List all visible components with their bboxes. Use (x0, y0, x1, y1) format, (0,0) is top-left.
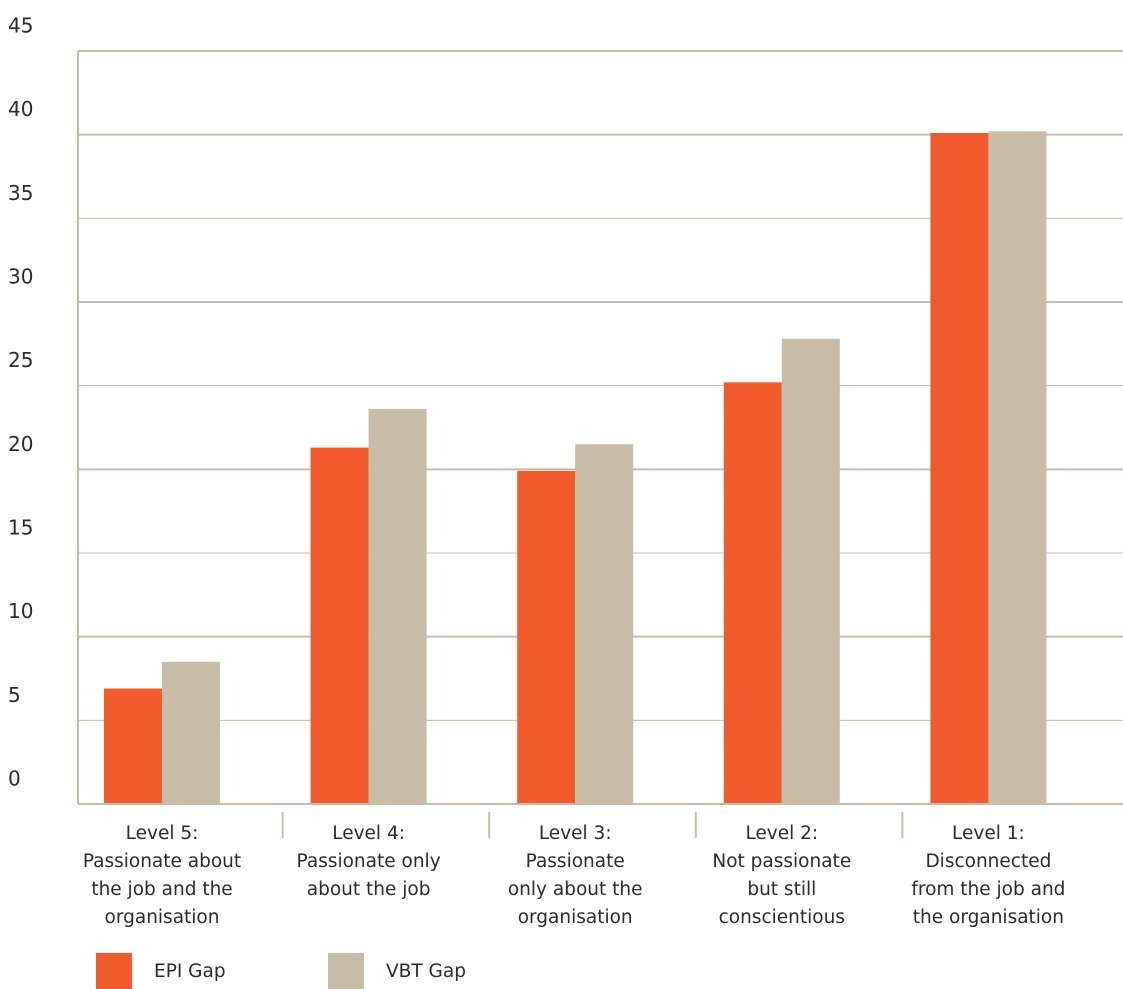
category-label-line: the organisation (912, 907, 1064, 928)
category-label-line: about the job (306, 879, 431, 900)
bar-epi-gap-cat-2 (310, 447, 369, 804)
category-label-2: Level 4: Passionate only about the job (269, 820, 469, 904)
y-tick-label-25: 25 (8, 348, 33, 372)
y-tick-label-10: 10 (8, 599, 33, 623)
category-label-line: only about the (507, 879, 643, 900)
y-tick-label-15: 15 (8, 516, 33, 540)
bar-vbt-gap-cat-4 (781, 338, 840, 804)
category-label-line: Not passionate (712, 851, 852, 872)
bar-vbt-gap-cat-5 (988, 131, 1047, 804)
category-label-line: Level 1: (952, 823, 1025, 844)
y-tick-label-35: 35 (8, 181, 33, 205)
bar-epi-gap-cat-4 (723, 382, 782, 804)
category-label-line: Passionate (525, 851, 625, 872)
y-tick-label-5: 5 (8, 683, 21, 707)
bars (104, 131, 1047, 804)
category-label-line: organisation (517, 907, 633, 928)
category-label-line: but still (747, 879, 817, 900)
category-label-line: Level 2: (745, 823, 819, 844)
bar-epi-gap-cat-5 (930, 132, 989, 804)
category-label-line: Level 5: (125, 823, 199, 844)
category-label-line: conscientious (718, 907, 845, 928)
y-tick-label-20: 20 (8, 432, 33, 456)
y-tick-label-0: 0 (8, 767, 21, 791)
legend-swatch-vbt-gap (328, 953, 364, 989)
category-label-3: Level 3: Passionate only about the organisa… (475, 820, 675, 932)
legend-label-epi-gap: EPI Gap (154, 960, 226, 982)
legend-item-vbt-gap: VBT Gap (328, 953, 466, 989)
y-tick-label-40: 40 (8, 97, 33, 121)
category-label-line: Level 3: (538, 823, 612, 844)
y-tick-labels: 0 5 10 15 20 25 30 35 40 45 (8, 14, 33, 791)
bar-vbt-gap-cat-3 (575, 444, 634, 804)
axes (77, 50, 1123, 838)
category-label-line: Passionate only (296, 851, 441, 872)
category-label-4: Level 2: Not passionate but still conscient… (682, 820, 882, 932)
category-label-line: Level 4: (332, 823, 405, 844)
bar-epi-gap-cat-3 (517, 471, 576, 804)
bar-vbt-gap-cat-1 (162, 661, 220, 804)
legend-swatch-epi-gap (96, 953, 132, 989)
category-label-line: Passionate about (82, 851, 242, 872)
bar-epi-gap-cat-1 (104, 688, 162, 804)
legend-label-vbt-gap: VBT Gap (386, 960, 466, 982)
category-label-line: the job and the (91, 879, 233, 900)
category-label-line: from the job and (911, 879, 1066, 900)
legend-item-epi-gap: EPI Gap (96, 953, 226, 989)
bar-vbt-gap-cat-2 (368, 409, 427, 804)
category-label-1: Level 5: Passionate about the job and the o… (62, 820, 262, 932)
category-label-line: Disconnected (925, 851, 1052, 872)
category-label-line: organisation (104, 907, 220, 928)
y-tick-label-30: 30 (8, 265, 33, 289)
category-label-5: Level 1: Disconnected from the job and the … (888, 820, 1088, 932)
y-tick-label-45: 45 (8, 14, 33, 38)
